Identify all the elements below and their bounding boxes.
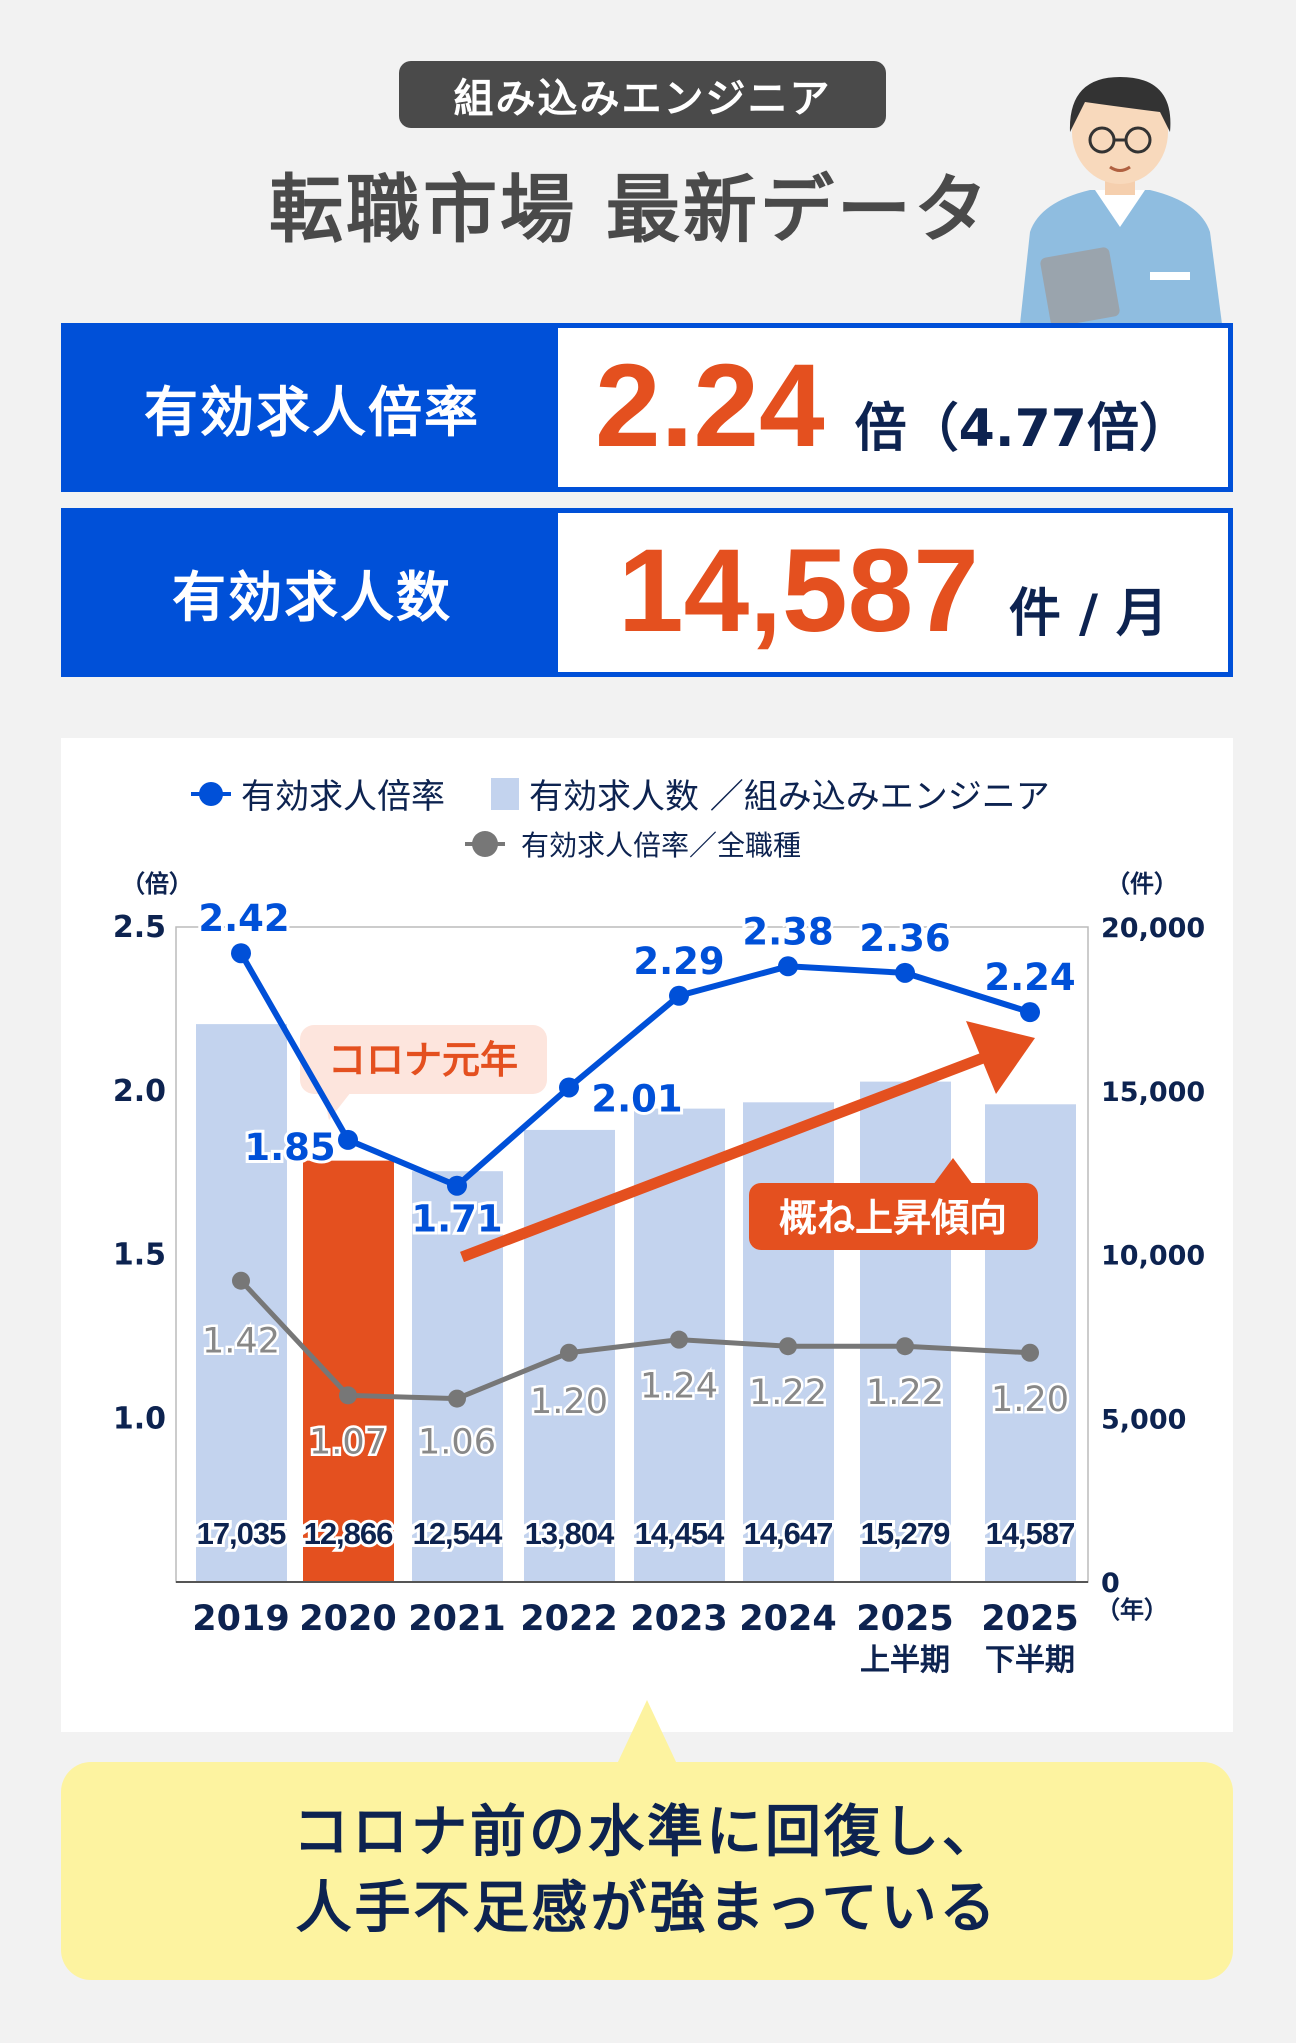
summary-line-2: 人手不足感が強まっている bbox=[295, 1876, 999, 1941]
all-ratio-value-label: 1.24 bbox=[640, 1367, 718, 1407]
x-tick-label: 2021 bbox=[408, 1599, 505, 1639]
trend-annotation-badge bbox=[749, 1183, 1038, 1250]
bar-1 bbox=[303, 1160, 394, 1582]
job-ratio-point-6 bbox=[895, 962, 915, 983]
left-axis-tick: 1.0 bbox=[113, 1401, 166, 1436]
bar-value-label: 14,647 bbox=[744, 1516, 833, 1551]
job-ratio-value: 2.24 bbox=[595, 340, 825, 472]
covid-annotation-label: コロナ元年 bbox=[328, 1038, 518, 1082]
all-ratio-line bbox=[239, 1278, 1031, 1402]
job-ratio-value-label: 2.42 bbox=[198, 897, 289, 940]
bar-value-label: 15,279 bbox=[861, 1516, 951, 1551]
job-ratio-point-2 bbox=[447, 1175, 467, 1196]
all-ratio-value-label: 1.22 bbox=[866, 1373, 944, 1413]
all-ratio-value-label: 1.20 bbox=[991, 1380, 1069, 1420]
job-ratio-value-label: 2.24 bbox=[984, 956, 1075, 999]
legend-gray-dot-icon bbox=[472, 831, 498, 857]
all-ratio-point-6 bbox=[896, 1337, 914, 1356]
bar-2 bbox=[412, 1171, 503, 1582]
job-ratio-point-7 bbox=[1020, 1002, 1040, 1023]
job-ratio-point-1 bbox=[338, 1129, 358, 1150]
job-ratio-value-label: 2.36 bbox=[859, 917, 950, 960]
job-ratio-value-label: 1.85 bbox=[244, 1126, 335, 1169]
job-ratio-point-3 bbox=[559, 1077, 579, 1098]
right-axis-tick: 15,000 bbox=[1101, 1077, 1205, 1108]
right-axis-tick: 0 bbox=[1101, 1568, 1120, 1599]
job-count-value: 14,587 bbox=[617, 525, 979, 657]
job-count-unit: 件 / 月 bbox=[1008, 584, 1169, 644]
page-title: 転職市場 最新データ bbox=[269, 167, 991, 253]
job-count-label: 有効求人数 bbox=[66, 513, 558, 672]
job-ratio-unit: 倍（4.77倍） bbox=[854, 399, 1191, 459]
all-ratio-point-3 bbox=[560, 1343, 578, 1362]
all-ratio-point-7 bbox=[1021, 1343, 1039, 1362]
all-ratio-value-label: 1.42 bbox=[202, 1322, 280, 1362]
bar-value-label: 13,804 bbox=[525, 1516, 616, 1551]
job-ratio-line bbox=[238, 951, 1031, 1190]
job-ratio-point-5 bbox=[778, 956, 798, 977]
legend-blue-dot-icon bbox=[199, 782, 223, 806]
job-ratio-point-4 bbox=[669, 985, 689, 1006]
trend-badge-pointer bbox=[933, 1158, 973, 1185]
legend-ratio-label: 有効求人倍率 bbox=[241, 777, 445, 817]
engineer-illustration bbox=[1020, 77, 1222, 324]
left-axis-tick: 2.0 bbox=[113, 1074, 166, 1109]
all-ratio-point-0 bbox=[232, 1271, 250, 1290]
all-ratio-value-label: 1.20 bbox=[530, 1382, 608, 1422]
right-axis-unit: （件） bbox=[1106, 870, 1178, 898]
bar-0 bbox=[196, 1024, 287, 1582]
trend-arrow-head-icon bbox=[966, 1021, 1035, 1094]
bar-value-label: 14,587 bbox=[986, 1516, 1075, 1551]
all-ratio-point-2 bbox=[448, 1389, 466, 1408]
all-ratio-point-5 bbox=[779, 1337, 797, 1356]
x-tick-label: 下半期 bbox=[985, 1643, 1075, 1678]
bar-value-label: 12,866 bbox=[304, 1516, 394, 1551]
right-axis-tick: 10,000 bbox=[1101, 1241, 1205, 1272]
trend-annotation-label: 概ね上昇傾向 bbox=[779, 1196, 1007, 1240]
job-count-card: 有効求人数 14,587 件 / 月 bbox=[61, 508, 1233, 677]
job-ratio-point-0 bbox=[231, 943, 251, 964]
bar-value-label: 14,454 bbox=[635, 1516, 726, 1551]
all-ratio-point-4 bbox=[670, 1330, 688, 1349]
covid-annotation-bubble bbox=[300, 1025, 547, 1094]
legend-bar-swatch-icon bbox=[491, 778, 519, 810]
bar-value-label: 17,035 bbox=[197, 1516, 287, 1551]
job-ratio-value-label: 1.71 bbox=[411, 1198, 502, 1241]
bar-7 bbox=[985, 1104, 1076, 1582]
summary-line-1: コロナ前の水準に回復し、 bbox=[293, 1800, 1001, 1866]
x-tick-label: 2023 bbox=[630, 1599, 727, 1639]
all-ratio-point-1 bbox=[339, 1386, 357, 1405]
x-tick-label: 2024 bbox=[739, 1599, 836, 1639]
chart-panel: 有効求人倍率 有効求人数 ／組み込みエンジニア有効求人倍率／全職種 （倍） （件） 2.… bbox=[61, 738, 1233, 1732]
x-tick-label: 上半期 bbox=[860, 1643, 950, 1678]
x-tick-label: 2022 bbox=[520, 1599, 617, 1639]
all-ratio-value-label: 1.06 bbox=[418, 1423, 496, 1463]
category-badge: 組み込みエンジニア bbox=[399, 61, 886, 128]
job-ratio-value-label: 2.38 bbox=[742, 910, 833, 953]
legend-all-ratio-label: 有効求人倍率／全職種 bbox=[521, 829, 801, 862]
trend-arrow-shaft bbox=[460, 1047, 998, 1263]
x-axis-unit: （年） bbox=[1096, 1596, 1168, 1624]
left-axis-unit: （倍） bbox=[121, 870, 193, 898]
legend-count-label: 有効求人数 ／組み込みエンジニア bbox=[529, 777, 1050, 817]
job-ratio-label: 有効求人倍率 bbox=[66, 328, 558, 487]
x-tick-label: 2025 bbox=[856, 1599, 953, 1639]
all-ratio-value-label: 1.22 bbox=[749, 1373, 827, 1413]
left-axis-tick: 2.5 bbox=[113, 910, 166, 945]
bar-6 bbox=[860, 1081, 951, 1582]
all-ratio-value-label: 1.07 bbox=[309, 1422, 387, 1462]
job-ratio-card: 有効求人倍率 2.24 倍（4.77倍） bbox=[61, 323, 1233, 492]
bar-value-label: 12,544 bbox=[413, 1516, 504, 1551]
job-ratio-value-label: 2.01 bbox=[591, 1077, 682, 1120]
job-ratio-value-label: 2.29 bbox=[633, 940, 724, 983]
callout-pointer bbox=[617, 1700, 677, 1764]
summary-callout: コロナ前の水準に回復し、 人手不足感が強まっている bbox=[61, 1762, 1233, 1980]
x-tick-label: 2019 bbox=[192, 1599, 289, 1639]
x-tick-label: 2025 bbox=[981, 1599, 1078, 1639]
left-axis-tick: 1.5 bbox=[113, 1238, 166, 1273]
right-axis-tick: 20,000 bbox=[1101, 913, 1205, 944]
right-axis-tick: 5,000 bbox=[1101, 1404, 1186, 1435]
x-tick-label: 2020 bbox=[299, 1599, 396, 1639]
